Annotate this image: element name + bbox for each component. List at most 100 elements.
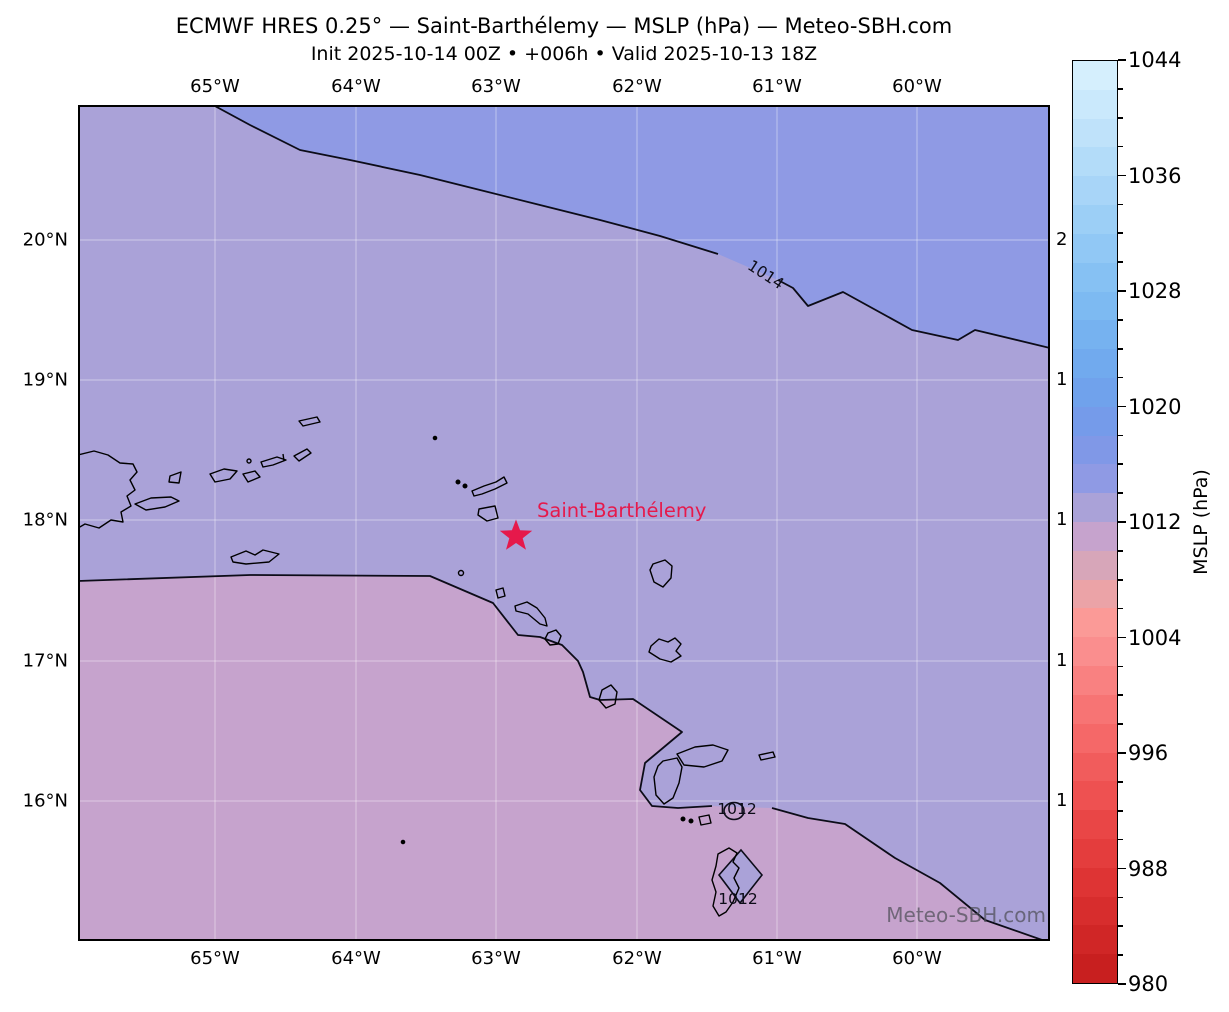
page-subtitle: Init 2025-10-14 00Z • +006h • Valid 2025…: [310, 43, 818, 65]
culebra-island: [168, 471, 182, 484]
colorbar-tick: [1118, 781, 1123, 783]
colorbar-tick: [1118, 59, 1126, 61]
st-eustatius-island: [495, 587, 506, 599]
colorbar-tick: [1118, 405, 1126, 408]
colorbar-tick: [1118, 896, 1123, 899]
isobar-1014: [212, 105, 1050, 349]
y-tick-label: 17°N: [22, 650, 68, 672]
colorbar-segment: [1073, 435, 1117, 465]
saba-island: [457, 569, 465, 577]
st-thomas-island: [209, 468, 238, 483]
vieques-island: [134, 496, 180, 511]
small-islet: [282, 453, 285, 462]
colorbar-tick: [1118, 145, 1123, 148]
colorbar-segment: [1073, 291, 1117, 321]
colorbar-tick-label: 1004: [1128, 625, 1182, 650]
colorbar-segment: [1073, 666, 1117, 695]
colorbar-tick: [1118, 723, 1123, 725]
isobar-1012-closed-loop: [723, 801, 745, 821]
colorbar-tick: [1118, 521, 1126, 523]
colorbar-tick: [1118, 376, 1123, 379]
colorbar-segment: [1073, 838, 1117, 868]
colorbar-segment: [1073, 579, 1117, 609]
colorbar-segment: [1073, 896, 1117, 926]
colorbar-tick: [1118, 665, 1123, 668]
colorbar-tick: [1118, 232, 1123, 235]
montserrat-island: [598, 684, 618, 709]
saint-barthelemy-star-marker: [499, 519, 533, 550]
colorbar-tick: [1118, 434, 1123, 437]
colorbar-segment: [1073, 176, 1117, 206]
colorbar-tick: [1118, 492, 1123, 494]
colorbar-segment: [1073, 493, 1117, 522]
map-border: [78, 105, 1050, 941]
guadeloupe-basse-terre: [653, 757, 683, 805]
barbuda-island: [649, 559, 673, 588]
colorbar-segment: [1073, 954, 1117, 983]
colorbar-segment: [1073, 61, 1117, 90]
colorbar-segment: [1073, 781, 1117, 811]
band-1014-1016: [213, 105, 1050, 348]
colorbar-segment: [1073, 550, 1117, 580]
dominica-island: [711, 847, 740, 917]
colorbar-tick: [1118, 809, 1123, 812]
isobar-1012-closed-high: [717, 848, 764, 905]
colorbar-tick-label: 1036: [1128, 163, 1182, 188]
colorbar-tick: [1118, 867, 1126, 870]
isobar-label-1012-a: 1012: [717, 800, 756, 818]
colorbar-tick: [1118, 954, 1123, 956]
st-john-island: [242, 470, 261, 483]
antigua-island: [648, 637, 682, 663]
colorbar-tick: [1118, 88, 1123, 90]
colorbar-segment: [1073, 320, 1117, 350]
puerto-rico-coast: [78, 450, 138, 529]
page-title: ECMWF HRES 0.25° — Saint-Barthélemy — MS…: [175, 14, 953, 38]
colorbar-segment: [1073, 867, 1117, 897]
colorbar-tick: [1118, 290, 1126, 292]
x-tick-label: 65°W: [190, 948, 240, 969]
coastlines: [78, 416, 776, 917]
x-tick-label: 61°W: [752, 948, 802, 969]
les-saintes-islet-2: [688, 818, 694, 824]
colorbar-segment: [1073, 349, 1117, 378]
colorbar-tick: [1118, 261, 1123, 263]
x-tick-label: 64°W: [331, 76, 381, 97]
colorbar-segment: [1073, 925, 1117, 955]
x-tick-label: 61°W: [752, 76, 802, 97]
colorbar-segment: [1073, 89, 1117, 119]
scrub-islet: [462, 483, 468, 489]
colorbar-segment: [1073, 205, 1117, 234]
colorbar-segment: [1073, 233, 1117, 263]
colorbar-tick: [1118, 636, 1126, 639]
x-tick-label: 62°W: [612, 76, 662, 97]
sombrero-islet: [432, 435, 438, 441]
map-canvas: 1014 1012 1012 Saint-Barthélemy: [78, 105, 1050, 941]
x-tick-label: 65°W: [190, 76, 240, 97]
colorbar-tick: [1118, 550, 1123, 552]
nevis-island: [544, 629, 562, 646]
les-saintes-islet-1: [680, 816, 686, 822]
colorbar-segment: [1073, 608, 1117, 638]
colorbar-segment: [1073, 262, 1117, 292]
y-tick-label-clipped: 18°N: [1056, 509, 1068, 530]
colorbar-tick-label: 980: [1128, 972, 1169, 996]
colorbar-tick-label: 1012: [1128, 510, 1182, 534]
x-tick-label: 63°W: [471, 948, 521, 969]
st-croix-island: [230, 549, 280, 565]
marie-galante-island: [698, 814, 712, 826]
colorbar-segment: [1073, 118, 1117, 148]
colorbar-tick: [1118, 694, 1123, 697]
x-tick-label: 64°W: [331, 948, 381, 969]
colorbar-tick: [1118, 607, 1123, 610]
colorbar-segment: [1073, 810, 1117, 839]
colorbar-segment: [1073, 377, 1117, 407]
colorbar-tick-label: 1028: [1128, 279, 1182, 303]
x-tick-label: 62°W: [612, 948, 662, 969]
colorbar-tick: [1118, 463, 1123, 466]
isobar-label-1012-b: 1012: [718, 890, 757, 908]
colorbar-tick-label: 996: [1128, 741, 1169, 765]
dog-islet: [455, 479, 461, 485]
colorbar-segment: [1073, 694, 1117, 724]
colorbar-tick-label: 1044: [1128, 48, 1182, 72]
